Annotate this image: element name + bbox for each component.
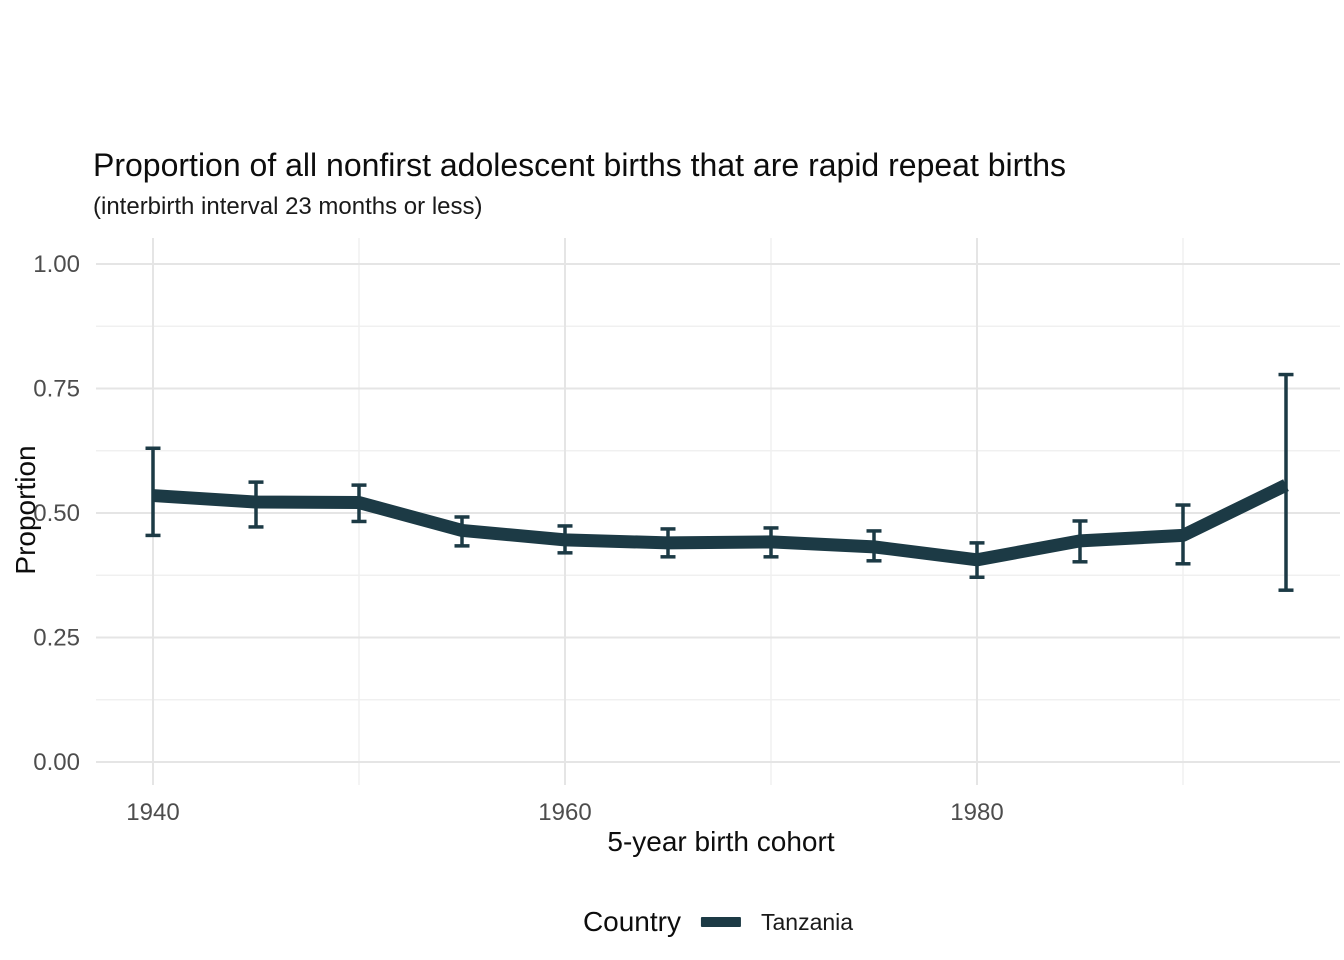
y-tick-label: 0.00 — [33, 749, 80, 776]
legend: Country Tanzania — [583, 906, 853, 938]
trend-line-tanzania — [152, 479, 1289, 567]
chart-subtitle: (interbirth interval 23 months or less) — [93, 193, 483, 220]
legend-title: Country — [582, 906, 681, 937]
error-bars — [145, 372, 1294, 592]
gridlines-minor — [96, 238, 1340, 785]
x-tick-label: 1980 — [950, 799, 1003, 826]
y-tick-labels: 0.00 0.25 0.50 0.75 1.00 — [33, 251, 80, 776]
legend-label-tanzania: Tanzania — [760, 908, 854, 935]
x-tick-label: 1940 — [126, 799, 179, 826]
error-bar — [1278, 372, 1294, 592]
error-bar — [145, 446, 161, 538]
chart-title: Proportion of all nonfirst adolescent bi… — [93, 147, 1066, 183]
y-tick-label: 0.25 — [33, 625, 80, 652]
y-tick-label: 0.50 — [33, 500, 80, 527]
x-axis-title: 5-year birth cohort — [607, 826, 835, 857]
y-tick-label: 1.00 — [33, 251, 80, 278]
x-tick-labels: 1940 1960 1980 — [126, 799, 1003, 826]
gridlines-major — [96, 238, 1340, 785]
y-tick-label: 0.75 — [33, 376, 80, 403]
legend-key-swatch — [700, 917, 741, 927]
x-tick-label: 1960 — [538, 799, 591, 826]
